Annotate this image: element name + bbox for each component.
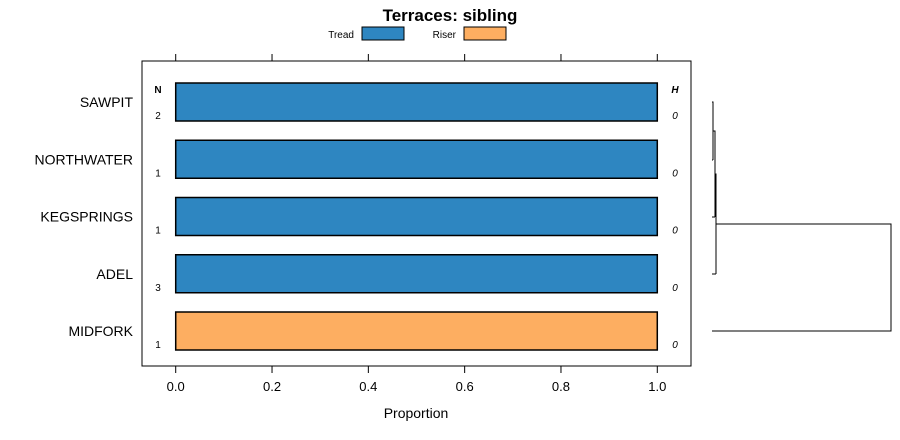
dendrogram-branch-3 (715, 173, 717, 274)
legend-label-riser: Riser (433, 30, 457, 41)
h-value-adel: 0 (672, 283, 678, 294)
h-value-northwater: 0 (672, 168, 678, 179)
x-tick-label-5: 1.0 (648, 379, 666, 394)
dendrogram-branch-2 (713, 130, 716, 217)
dendrogram-branch-1 (712, 101, 714, 160)
plot-frame (141, 60, 692, 367)
x-tick-label-0: 0.0 (167, 379, 185, 394)
category-label-adel: ADEL (96, 266, 133, 282)
chart-title: Terraces: sibling (383, 6, 518, 25)
h-value-midfork: 0 (672, 340, 678, 351)
h-value-kegsprings: 0 (672, 226, 678, 237)
n-column-header: N (154, 85, 161, 96)
n-value-northwater: 1 (155, 168, 161, 179)
x-axis-title: Proportion (384, 405, 449, 421)
dendrogram-root (712, 223, 892, 332)
category-label-northwater: NORTHWATER (34, 151, 133, 167)
chart-marks: SAWPIT 2 0 NORTHWATER 1 0 KEGSPRINGS 1 0 ADEL 3 0 MI… (34, 54, 678, 394)
bar-tread-adel (174, 254, 659, 294)
category-label-midfork: MIDFORK (68, 323, 133, 339)
n-value-adel: 3 (155, 283, 161, 294)
legend-swatch-tread (361, 26, 405, 41)
n-value-kegsprings: 1 (155, 226, 161, 237)
legend-swatch-riser (463, 26, 507, 41)
bar-tread-sawpit (174, 82, 659, 122)
category-label-sawpit: SAWPIT (80, 94, 134, 110)
h-column-header: H (671, 85, 679, 96)
x-tick-label-3: 0.6 (456, 379, 474, 394)
category-label-kegsprings: KEGSPRINGS (40, 209, 133, 225)
h-value-sawpit: 0 (672, 111, 678, 122)
x-tick-label-4: 0.8 (552, 379, 570, 394)
bar-tread-northwater (174, 139, 659, 179)
legend-label-tread: Tread (328, 30, 354, 41)
x-tick-label-1: 0.2 (263, 379, 281, 394)
bar-tread-kegsprings (174, 196, 659, 237)
bar-riser-midfork (174, 311, 659, 351)
dendrogram (712, 101, 892, 332)
n-value-midfork: 1 (155, 340, 161, 351)
n-value-sawpit: 2 (155, 111, 161, 122)
x-tick-label-2: 0.4 (359, 379, 377, 394)
legend: Tread Riser (328, 26, 507, 41)
